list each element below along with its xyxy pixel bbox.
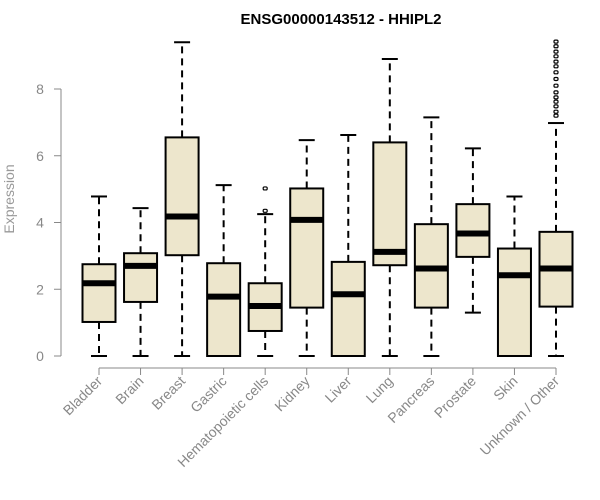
x-tick-label: Liver [322, 373, 355, 406]
y-tick-label: 0 [36, 348, 44, 364]
iqr-box [289, 187, 325, 309]
box-pancreas [413, 116, 449, 357]
x-tick-label: Prostate [431, 373, 479, 421]
outlier-point [553, 64, 559, 69]
iqr-box [206, 262, 242, 357]
outlier-point [553, 104, 559, 109]
y-axis-label: Expression [1, 164, 17, 233]
iqr-box [455, 203, 491, 258]
iqr-box [81, 263, 117, 323]
outlier-point [553, 49, 559, 54]
outlier-point [553, 99, 559, 104]
outlier-point [553, 39, 559, 44]
y-tick-label: 4 [36, 215, 44, 231]
outlier-point [553, 109, 559, 114]
box-liver [330, 134, 366, 358]
y-axis: 0 2 4 6 8 [36, 81, 62, 364]
outlier-point [553, 113, 559, 118]
outlier-point [553, 44, 559, 49]
box-gastric [206, 184, 242, 357]
outlier-point [553, 54, 559, 59]
outlier-point [262, 208, 268, 213]
iqr-box [330, 260, 366, 358]
x-tick-label: Bladder [60, 373, 106, 419]
boxes-group [81, 39, 574, 358]
chart-title: ENSG00000143512 - HHIPL2 [241, 11, 442, 28]
x-tick-label: Unknown / Other [477, 373, 563, 459]
outlier-point [553, 95, 559, 100]
box-prostate [455, 147, 491, 314]
box-kidney [289, 139, 325, 357]
x-tick-label: Kidney [271, 373, 313, 415]
iqr-box [164, 136, 200, 257]
outlier-point [553, 70, 559, 75]
outlier-point [553, 59, 559, 64]
iqr-box [496, 247, 532, 357]
outlier-point [262, 186, 268, 191]
y-tick-label: 8 [36, 81, 44, 97]
x-tick-label: Brain [112, 373, 146, 407]
x-tick-label: Breast [148, 373, 188, 413]
outlier-point [553, 83, 559, 88]
x-tick-label: Skin [490, 373, 521, 404]
outlier-point [553, 90, 559, 95]
box-lung [372, 57, 408, 357]
iqr-box [372, 141, 408, 267]
iqr-box [123, 252, 159, 303]
outlier-point [553, 76, 559, 82]
x-tick-label: Lung [363, 373, 396, 406]
y-tick-label: 2 [36, 281, 44, 297]
box-skin [496, 195, 532, 357]
box-unknown-other [538, 39, 574, 357]
y-tick-label: 6 [36, 148, 44, 164]
box-hematopoietic-cells [247, 186, 283, 357]
box-bladder [81, 195, 117, 357]
box-breast [164, 41, 200, 357]
box-brain [123, 207, 159, 357]
